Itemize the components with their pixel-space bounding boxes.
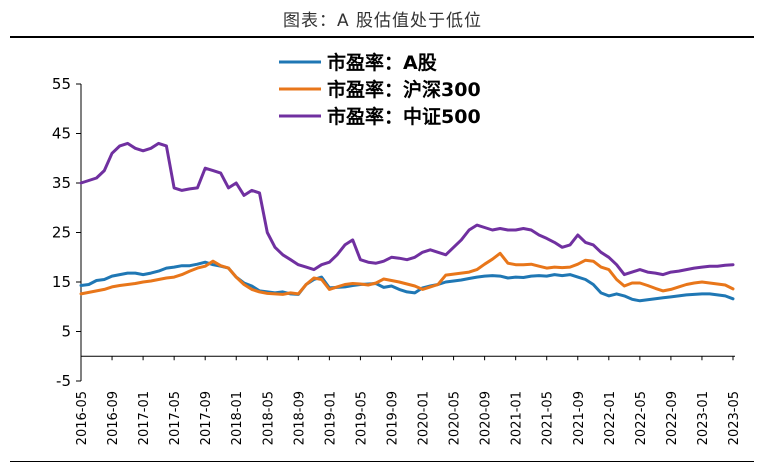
top-rule: [10, 36, 754, 38]
x-tick-label: 2019-01: [323, 391, 338, 445]
series-line-3: [79, 141, 735, 277]
x-tick-label: 2018-05: [261, 391, 276, 445]
y-tick-label: 55: [52, 75, 71, 93]
y-tick-label: -5: [56, 372, 71, 390]
x-tick-label: 2021-09: [572, 391, 587, 445]
x-tick-label: 2023-05: [727, 391, 742, 445]
x-tick-label: 2020-01: [417, 391, 432, 445]
series-line-2: [79, 251, 735, 296]
x-tick-label: 2023-01: [696, 391, 711, 445]
axes: -5 5 15 25 35 45 55 2016-05 2016-09 2017-01 2017-0…: [52, 75, 742, 445]
x-tick-label: 2019-05: [354, 391, 369, 445]
x-tick-label: 2022-09: [665, 391, 680, 445]
series-line-1: [79, 260, 735, 303]
x-tick-label: 2017-05: [168, 391, 183, 445]
x-tick-label: 2018-09: [292, 391, 307, 445]
legend-label-3: 市盈率：中证500: [327, 105, 481, 128]
x-tick-label: 2019-09: [385, 391, 400, 445]
x-tick-label: 2021-01: [510, 391, 525, 445]
y-tick-label: 15: [52, 273, 71, 291]
x-tick-label: 2017-09: [199, 391, 214, 445]
x-tick-label: 2020-05: [448, 391, 463, 445]
x-tick-label: 2017-01: [137, 391, 152, 445]
y-tick-label: 5: [61, 323, 71, 341]
x-tick-label: 2022-01: [603, 391, 618, 445]
x-tick-label: 2021-05: [541, 391, 556, 445]
x-tick-label: 2016-09: [106, 391, 121, 445]
legend-label-2: 市盈率：沪深300: [327, 78, 481, 101]
x-tick-label: 2016-05: [75, 391, 90, 445]
x-tick-label: 2018-01: [230, 391, 245, 445]
bottom-rule: [10, 461, 754, 462]
y-tick-label: 35: [52, 174, 71, 192]
y-tick-label: 45: [52, 125, 71, 143]
figure-title: 图表：A 股估值处于低位: [282, 11, 483, 31]
x-tick-label: 2022-05: [634, 391, 649, 445]
legend-label-1: 市盈率：A股: [327, 51, 437, 74]
x-tick-label: 2020-09: [479, 391, 494, 445]
y-tick-label: 25: [52, 224, 71, 242]
series-lines: [79, 141, 735, 303]
